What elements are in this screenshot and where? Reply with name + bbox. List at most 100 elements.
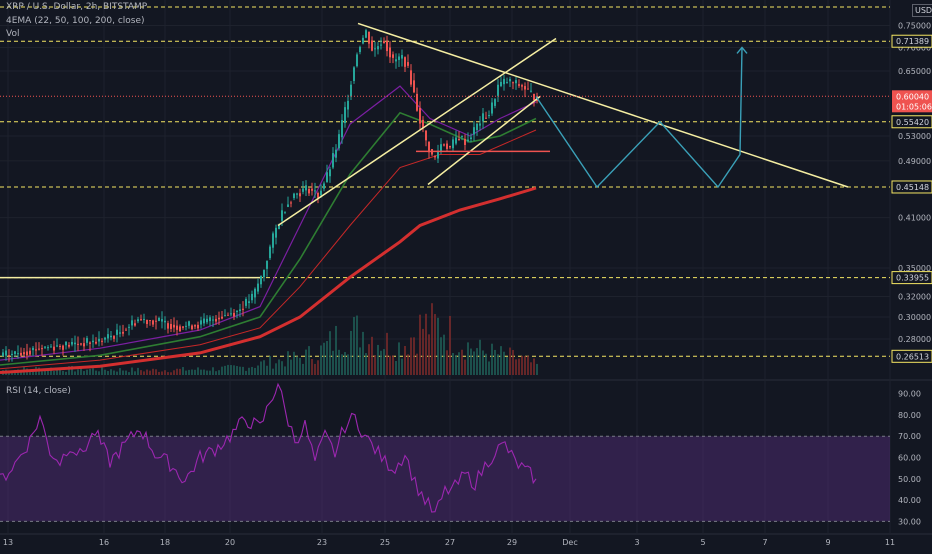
volume-bar (350, 330, 352, 375)
candle-body (23, 352, 25, 355)
volume-bar (149, 370, 151, 375)
volume-bar (425, 313, 427, 375)
volume-bar (233, 365, 235, 375)
volume-bar (143, 371, 145, 375)
candle-body (38, 348, 40, 350)
candle-body (293, 193, 295, 199)
candle-body (8, 355, 10, 357)
candle-body (443, 144, 445, 146)
rsi-legend: RSI (14, close) (6, 386, 71, 396)
candle-body (128, 326, 130, 328)
candle-body (383, 41, 385, 44)
candle-body (35, 349, 37, 351)
volume-bar (404, 346, 406, 375)
volume-bar (32, 370, 34, 375)
volume-bar (176, 368, 178, 375)
candle-body (224, 315, 226, 317)
volume-bar (230, 365, 232, 375)
x-tick-label: Dec (562, 538, 577, 547)
rsi-y-tick-label: 40.00 (898, 496, 921, 505)
candle-body (11, 353, 13, 355)
volume-bar (320, 345, 322, 375)
volume-bar (395, 361, 397, 375)
volume-bar (254, 367, 256, 375)
candle-body (56, 345, 58, 347)
volume-bar (155, 369, 157, 375)
candle-body (458, 138, 460, 141)
volume-bar (407, 354, 409, 375)
candle-body (491, 102, 493, 114)
candle-body (89, 342, 91, 344)
price-level-label: 0.45148 (896, 183, 929, 192)
x-tick-label: 9 (825, 538, 830, 547)
volume-bar (119, 368, 121, 375)
volume-bar (194, 369, 196, 375)
last-price-label: 0.60040 (896, 92, 929, 101)
candle-body (59, 345, 61, 347)
price-label-box (891, 34, 932, 48)
volume-bar (500, 346, 502, 375)
volume-bar (56, 368, 58, 375)
volume-bar (41, 371, 43, 375)
candle-body (209, 317, 211, 322)
volume-bar (185, 370, 187, 375)
candle-body (92, 340, 94, 343)
candle-body (416, 93, 418, 111)
volume-bar (89, 368, 91, 375)
volume-bar (449, 315, 451, 375)
volume-bar (131, 367, 133, 375)
volume-bar (491, 343, 493, 375)
volume-bar (95, 370, 97, 375)
candle-body (299, 193, 301, 197)
candle-body (17, 353, 19, 355)
candle-body (272, 233, 274, 248)
candle-body (524, 86, 526, 90)
volume-bar (335, 325, 337, 375)
candle-body (239, 309, 241, 312)
ema-legend: 4EMA (22, 50, 100, 200, close) (6, 16, 145, 26)
volume-bar (368, 344, 370, 375)
candle-body (434, 156, 436, 158)
volume-bar (470, 348, 472, 375)
currency-badge[interactable]: USD (912, 4, 932, 17)
volume-bar (239, 366, 241, 375)
volume-bar (299, 357, 301, 375)
volume-bar (164, 370, 166, 375)
candle-body (65, 341, 67, 346)
x-tick-label: 23 (317, 538, 327, 547)
candle-body (215, 318, 217, 322)
candle-body (221, 316, 223, 319)
candle-body (515, 80, 517, 84)
candle-body (176, 325, 178, 330)
candle-body (62, 345, 64, 350)
price-level-label: 0.26513 (896, 352, 929, 361)
volume-bar (65, 371, 67, 375)
candle-body (452, 139, 454, 149)
candle-body (500, 81, 502, 87)
channel-lower-line (427, 95, 541, 186)
candle-body (101, 340, 103, 342)
candle-body (134, 323, 136, 326)
volume-bar (389, 355, 391, 375)
volume-bar (509, 347, 511, 375)
x-tick-label: 18 (160, 538, 170, 547)
volume-bar (83, 371, 85, 375)
candle-body (284, 211, 286, 213)
y-tick-label: 0.32000 (898, 292, 931, 301)
candle-body (398, 56, 400, 60)
volume-bar (260, 361, 262, 375)
x-tick-label: 11 (885, 538, 895, 547)
candle-body (386, 40, 388, 52)
volume-bar (158, 371, 160, 375)
volume-bar (53, 370, 55, 375)
candle-body (380, 44, 382, 46)
volume-bar (428, 334, 430, 375)
volume-bar (512, 349, 514, 375)
candle-body (470, 137, 472, 139)
candle-body (44, 346, 46, 348)
price-label-box (891, 271, 932, 285)
volume-bar (506, 356, 508, 375)
volume-bar (200, 369, 202, 375)
